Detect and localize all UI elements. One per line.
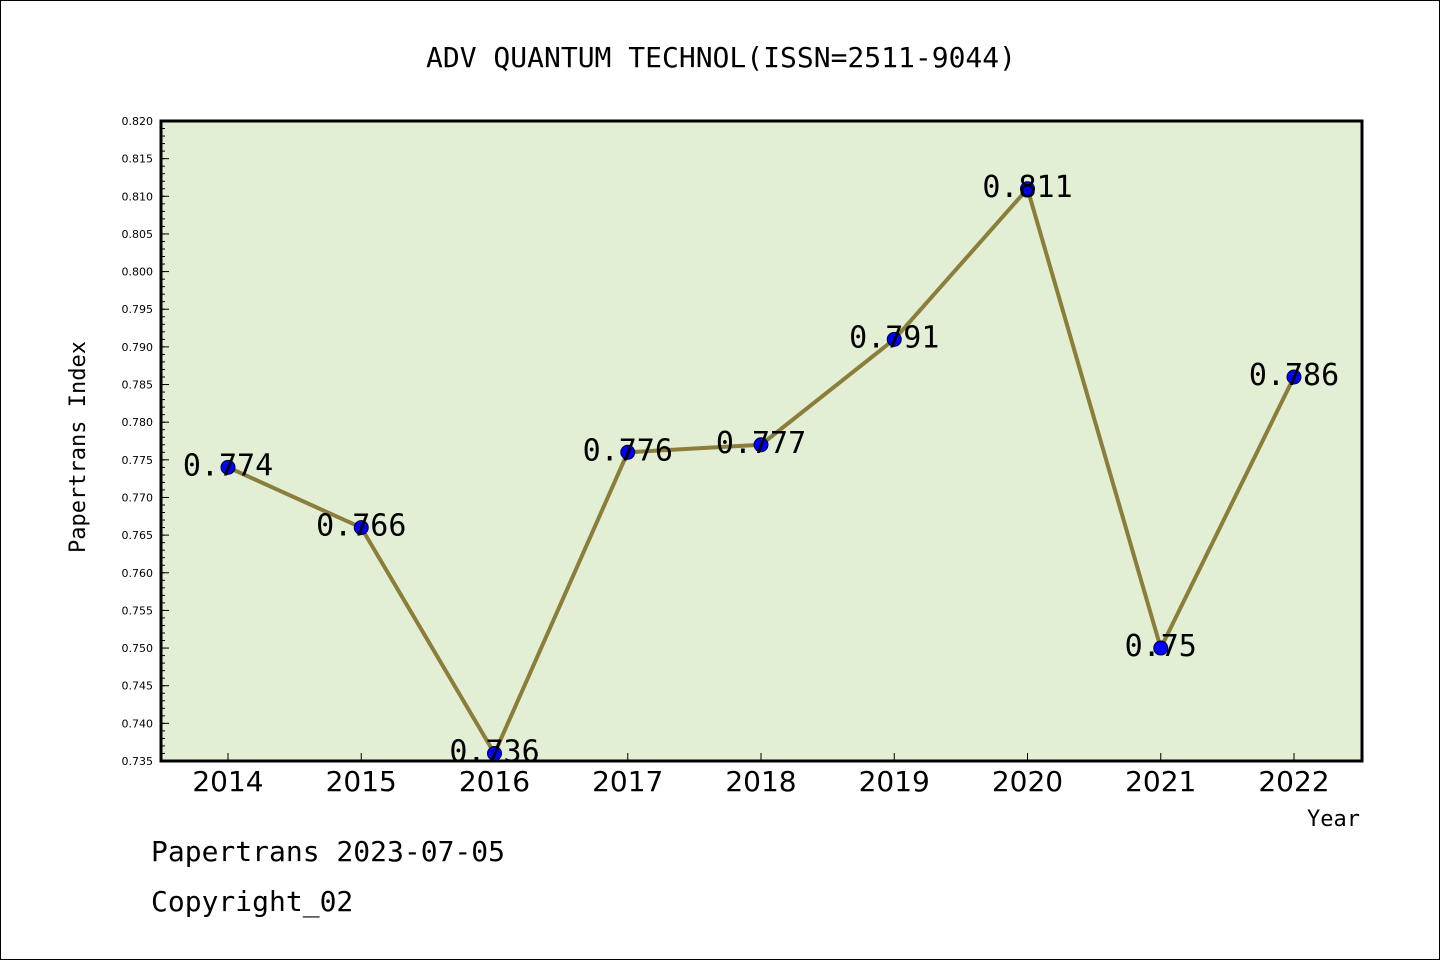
x-tick-label: 2014 [192,765,263,798]
y-tick-label: 0.785 [122,379,154,392]
data-point [1153,640,1169,656]
data-label: 0.786 [1249,358,1339,393]
y-axis: 0.735 0.740 0.745 0.750 0.755 0.760 0.765 0.770… [122,115,169,768]
data-point [620,444,636,460]
x-tick-label: 2016 [459,765,530,798]
data-point [220,459,236,475]
y-tick-label: 0.790 [122,341,154,354]
y-tick-label: 0.750 [122,642,154,655]
data-point [753,437,769,453]
chart-title: ADV QUANTUM TECHNOL(ISSN=2511-9044) [426,41,1016,74]
y-tick-label: 0.735 [122,755,154,768]
data-label: 0.774 [183,448,273,483]
y-tick-label: 0.755 [122,604,154,617]
data-label: 0.736 [449,734,539,769]
y-tick-label: 0.775 [122,454,154,467]
data-label: 0.75 [1125,629,1197,664]
y-tick-label: 0.770 [122,491,154,504]
y-tick-label: 0.820 [122,115,154,128]
x-tick-label: 2021 [1125,765,1196,798]
data-labels: 0.774 0.766 0.736 0.776 0.777 0.791 0.811 0.75 0… [183,170,1339,770]
x-tick-label: 2022 [1258,765,1329,798]
data-point [353,520,369,536]
y-tick-label: 0.740 [122,717,154,730]
data-point [1286,369,1302,385]
y-tick-label: 0.800 [122,266,154,279]
y-tick-label: 0.805 [122,228,154,241]
y-axis-label: Papertrans Index [66,341,91,553]
y-tick-label: 0.780 [122,416,154,429]
y-tick-label: 0.810 [122,190,154,203]
data-label: 0.766 [316,509,406,544]
x-tick-label: 2018 [725,765,796,798]
data-label: 0.777 [716,426,806,461]
y-tick-label: 0.745 [122,680,154,693]
y-tick-label: 0.765 [122,529,154,542]
x-tick-label: 2015 [326,765,397,798]
y-tick-label: 0.815 [122,153,154,166]
x-axis: 2014 2015 2016 2017 2018 2019 2020 2021 2022 [192,753,1330,798]
data-point [886,331,902,347]
y-tick-label: 0.795 [122,303,154,316]
data-label: 0.776 [583,433,673,468]
x-axis-label: Year [1307,807,1360,832]
data-point [1020,181,1035,197]
x-tick-label: 2020 [992,765,1063,798]
footer-date: Papertrans 2023-07-05 [151,835,506,868]
footer-copyright: Copyright_02 [151,885,354,918]
series-papertrans-index [220,181,1302,761]
x-tick-label: 2019 [859,765,930,798]
y-tick-label: 0.760 [122,567,154,580]
data-label: 0.791 [849,320,939,355]
data-point [487,745,502,761]
x-tick-label: 2017 [592,765,663,798]
data-label: 0.811 [982,170,1072,205]
